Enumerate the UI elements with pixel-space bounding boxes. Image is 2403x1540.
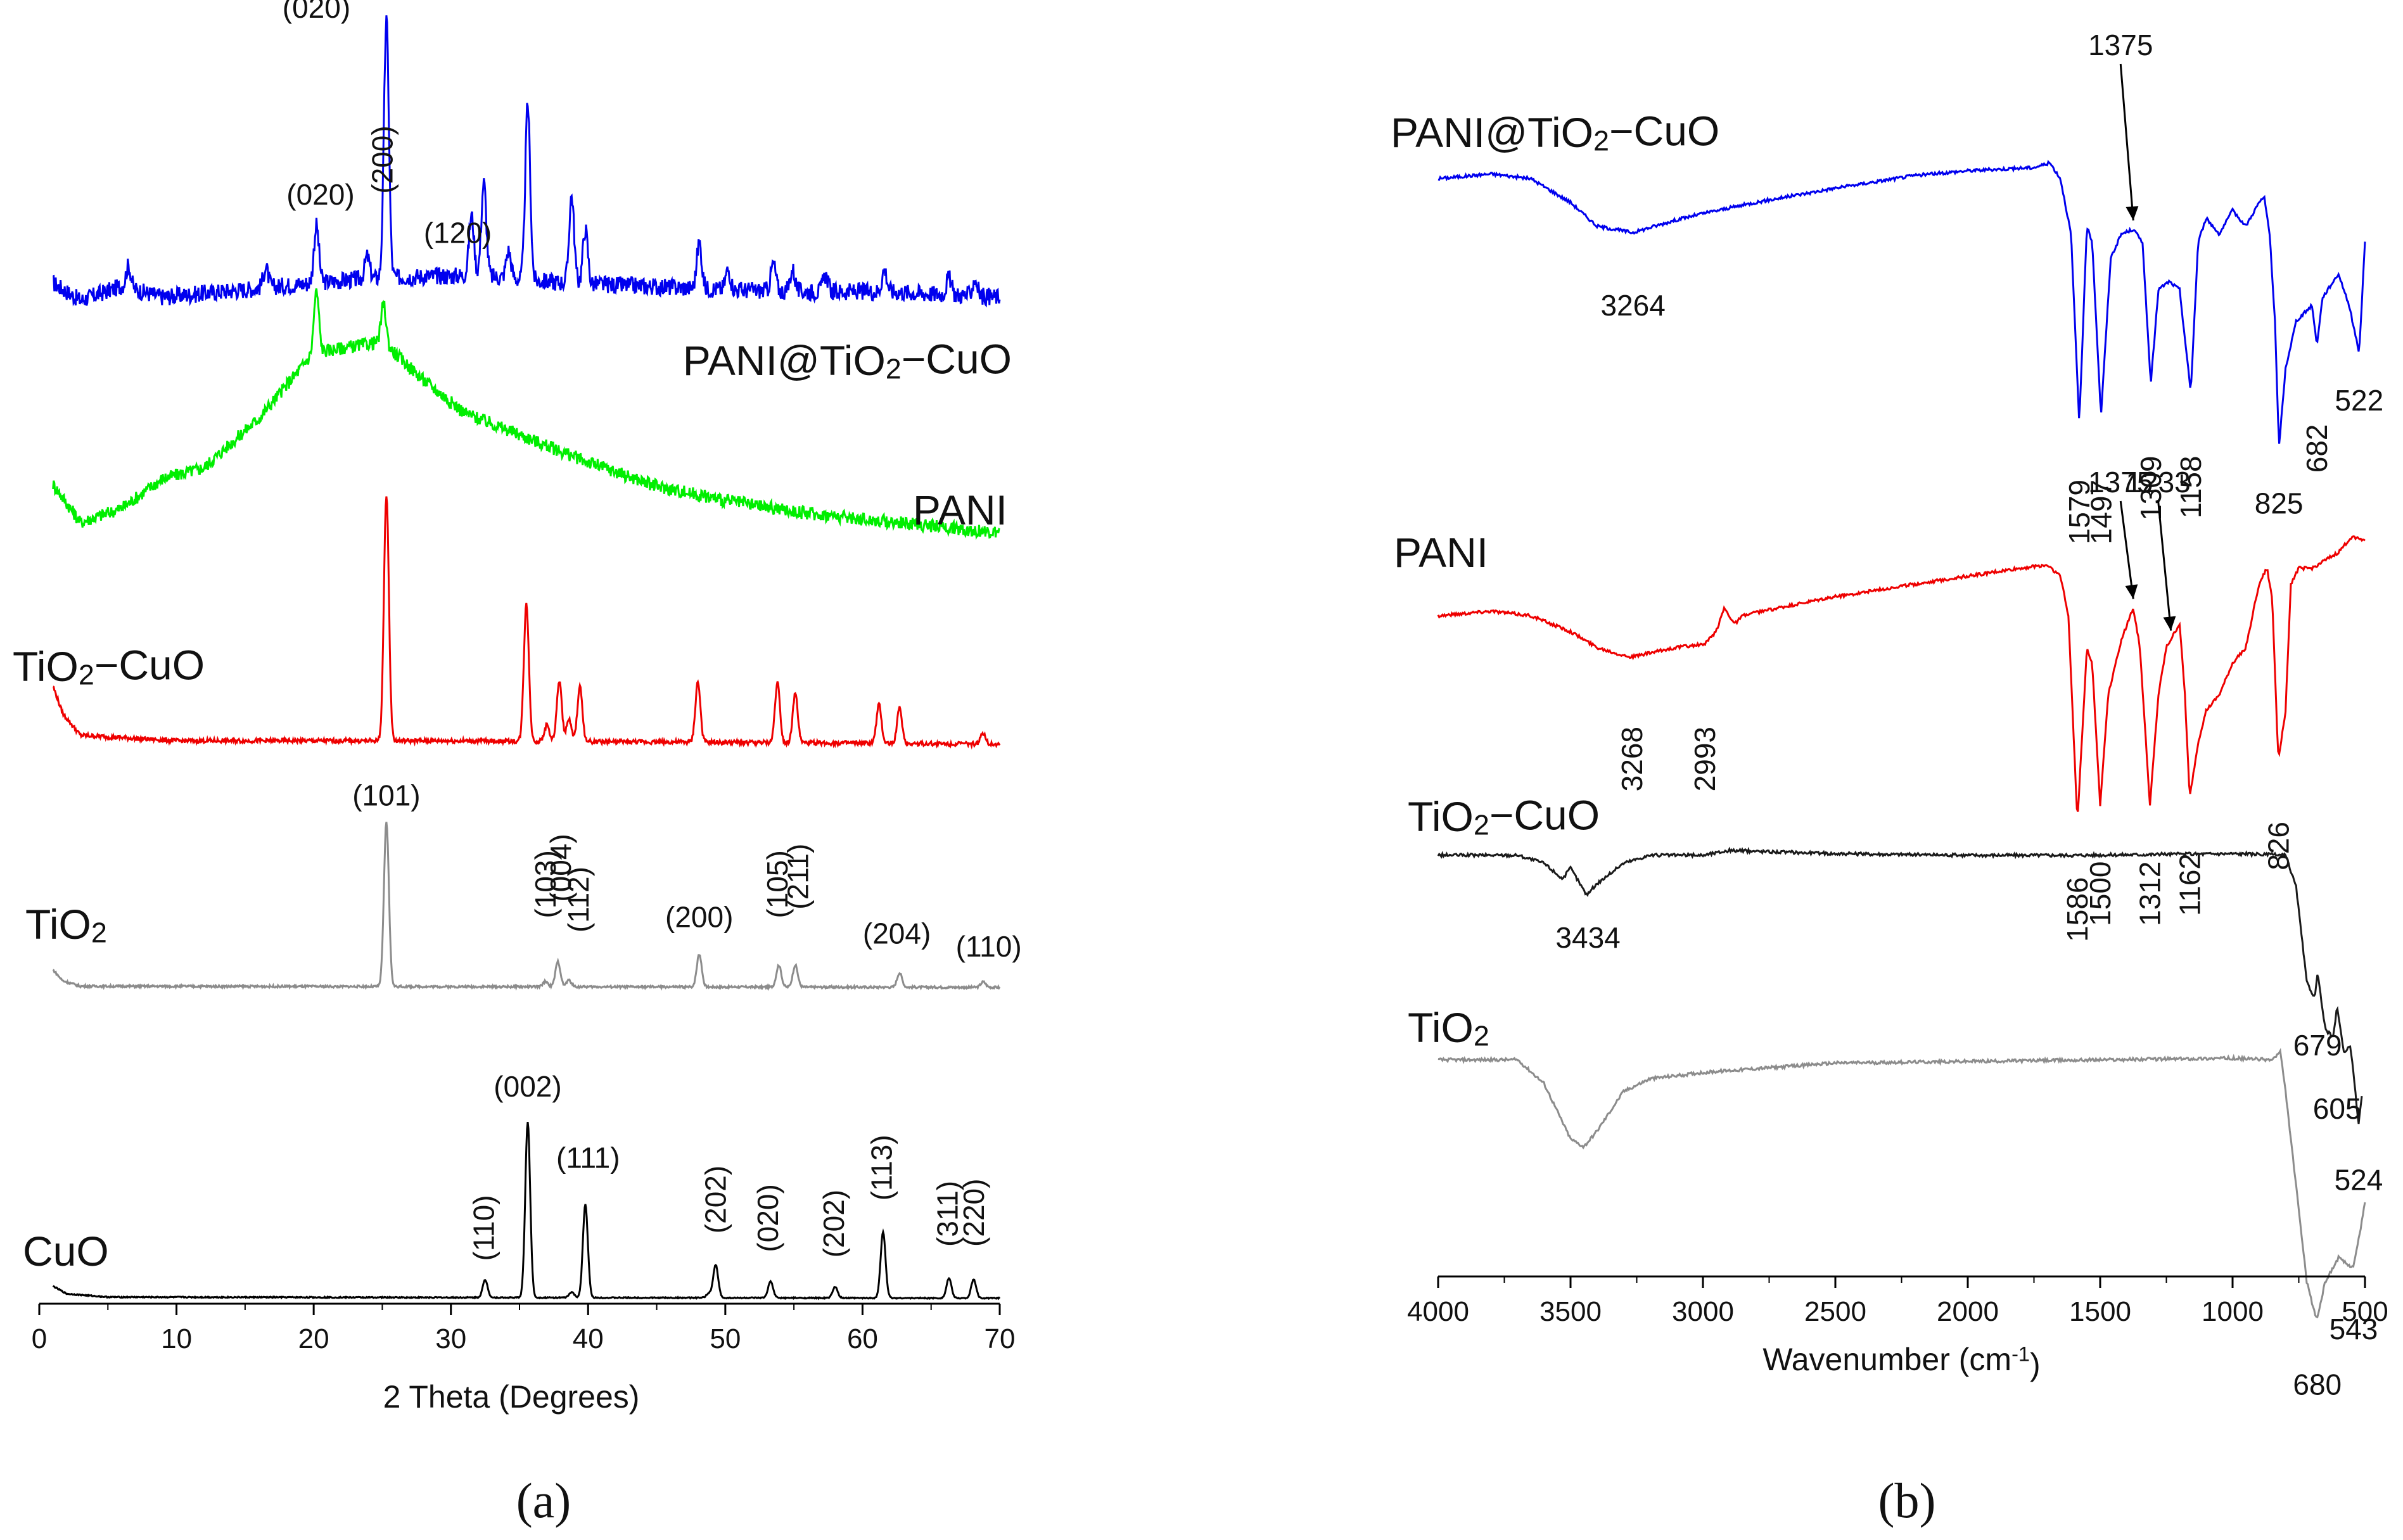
ftir-band-label: 1579	[2063, 480, 2096, 544]
ftir-band-label: 825	[2255, 487, 2304, 520]
xrd-peak-label: (020)	[751, 1184, 784, 1252]
ftir-x-axis-title: Wavenumber (cm-1)	[1762, 1342, 2040, 1382]
panel-a-x-axis-title: 2 Theta (Degrees)	[383, 1379, 640, 1415]
ftir-arrow-label: 1375	[2088, 466, 2153, 499]
ftir-arrow-line	[2119, 500, 2134, 599]
xrd-x-tick-label: 0	[32, 1323, 47, 1354]
ftir-x-tick-label: 1000	[2202, 1296, 2264, 1327]
ftir-band-label: 682	[2300, 424, 2333, 473]
ftir-band-label: 1309	[2134, 456, 2167, 521]
ftir-band-label: 1500	[2084, 862, 2117, 926]
xrd-legend-pani: PANI	[913, 487, 1007, 533]
xrd-x-tick-label: 50	[710, 1323, 741, 1354]
ftir-series-tio2	[1437, 1048, 2366, 1319]
ftir-legend-tio2_cuo: TiO2−CuO	[1408, 791, 1600, 841]
panel-a-label: (a)	[516, 1473, 571, 1528]
xrd-series-cuo	[52, 1121, 1001, 1301]
xrd-peak-label: (110)	[468, 1195, 500, 1261]
ftir-band-label: 3264	[1600, 289, 1665, 322]
ftir-x-tick-label: 4000	[1407, 1296, 1469, 1327]
ftir-arrow-head	[2125, 584, 2138, 599]
ftir-band-label: 3434	[1555, 921, 1620, 954]
ftir-arrow-line	[2119, 63, 2134, 221]
ftir-band-label: 679	[2293, 1029, 2342, 1062]
ftir-x-tick-label: 3500	[1539, 1296, 1602, 1327]
xrd-peak-label: (105)	[761, 850, 794, 918]
xrd-peak-label: (112)	[562, 867, 595, 932]
xrd-peak-label: (202)	[817, 1190, 850, 1257]
ftir-arrow-line	[2157, 500, 2172, 631]
xrd-legend-pani_tio2_cuo: PANI@TiO2−CuO	[683, 335, 1012, 385]
ftir-legend-tio2: TiO2	[1408, 1004, 1489, 1052]
ftir-band-label: 605	[2313, 1092, 2362, 1125]
xrd-peak-label: (020)	[286, 178, 354, 211]
xrd-peak-label: (111)	[556, 1141, 620, 1174]
xrd-peak-label: (113)	[865, 1135, 898, 1200]
xrd-x-tick-label: 70	[985, 1323, 1016, 1354]
xrd-peak-label: (200)	[665, 900, 733, 933]
ftir-band-label: 1158	[2174, 456, 2207, 519]
ftir-series-pani_tio2_cuo	[1437, 160, 2366, 444]
ftir-arrow-label: 1375	[2088, 29, 2153, 61]
ftir-band-label: 1162	[2173, 853, 2206, 916]
xrd-peak-label: (220)	[957, 1179, 990, 1247]
xrd-x-tick-label: 60	[847, 1323, 878, 1354]
xrd-peak-label: (004)	[544, 834, 577, 901]
ftir-band-label: 524	[2335, 1164, 2383, 1197]
ftir-legend-pani_tio2_cuo: PANI@TiO2−CuO	[1391, 107, 1719, 156]
xrd-legend-tio2_cuo: TiO2−CuO	[13, 641, 205, 690]
ftir-band-label: 1312	[2134, 862, 2167, 926]
xrd-panel: PANI@TiO2−CuO (101) (020) PANI (020) (200) (12…	[13, 0, 1022, 1354]
ftir-series-pani	[1437, 535, 2366, 812]
xrd-peak-label: (202)	[699, 1166, 732, 1233]
xrd-legend-cuo: CuO	[23, 1228, 109, 1275]
xrd-peak-label: (211)	[782, 844, 815, 910]
ftir-band-label: 680	[2293, 1368, 2342, 1401]
ftir-series-tio2_cuo	[1437, 846, 2363, 1124]
xrd-series-pani	[52, 288, 1000, 540]
xrd-series-tio2	[52, 822, 1001, 991]
ftir-band-label: 1497	[2084, 480, 2117, 544]
ftir-x-tick-label: 2000	[1937, 1296, 1999, 1327]
ftir-x-tick-label: 1500	[2069, 1296, 2131, 1327]
panel-b-label: (b)	[1878, 1473, 1936, 1528]
xrd-x-tick-label: 10	[161, 1323, 192, 1354]
xrd-x-tick-label: 40	[573, 1323, 604, 1354]
xrd-peak-label: (002)	[494, 1070, 561, 1103]
xrd-peak-label: (020)	[283, 0, 350, 24]
ftir-x-tick-label: 2500	[1804, 1296, 1866, 1327]
ftir-arrow-head	[2126, 206, 2139, 220]
ftir-legend-pani: PANI	[1394, 529, 1488, 576]
ftir-band-label: 543	[2330, 1313, 2378, 1346]
xrd-x-tick-label: 20	[298, 1323, 329, 1354]
ftir-band-label: 3268	[1616, 727, 1648, 791]
ftir-arrow-head	[2163, 616, 2176, 631]
xrd-peak-label: (120)	[424, 217, 492, 250]
xrd-peak-label: (101)	[352, 779, 420, 811]
xrd-legend-tio2: TiO2	[25, 901, 107, 948]
xrd-series-tio2_cuo	[53, 496, 1001, 750]
xrd-peak-label: (110)	[956, 930, 1022, 963]
xrd-series-pani_tio2_cuo	[53, 15, 1001, 308]
ftir-band-label: 522	[2335, 384, 2383, 417]
xrd-peak-label: (204)	[863, 917, 931, 950]
ftir-band-label: 826	[2262, 822, 2295, 870]
ftir-band-label: 1586	[2061, 877, 2094, 942]
xrd-peak-label: (103)	[529, 850, 562, 918]
ftir-band-label: 2993	[1688, 727, 1721, 791]
xrd-x-tick-label: 30	[435, 1323, 466, 1354]
ftir-arrow-label: 1233	[2126, 466, 2190, 499]
xrd-peak-label: (311)	[931, 1181, 964, 1247]
ftir-x-tick-label: 3000	[1672, 1296, 1734, 1327]
ftir-x-tick-label: 500	[2342, 1296, 2388, 1327]
xrd-peak-label: (200)	[366, 125, 398, 193]
